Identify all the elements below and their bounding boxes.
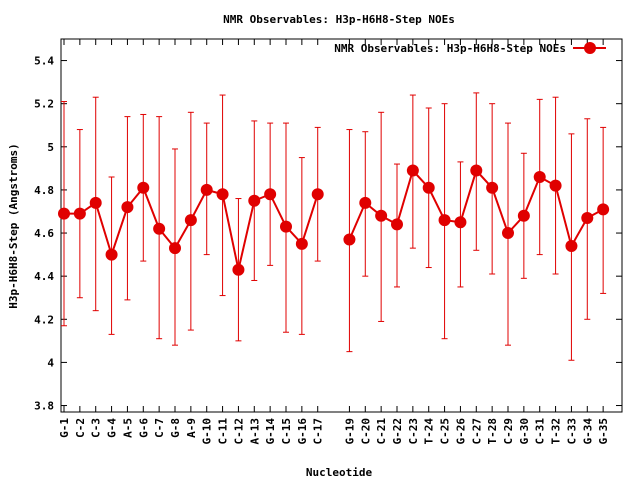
plot-frame <box>60 38 623 413</box>
x-tick-label: G-16 <box>296 418 309 445</box>
x-tick-label: C-21 <box>375 418 388 445</box>
y-tick-label: 5 <box>47 141 54 154</box>
data-point <box>565 239 578 252</box>
x-tick-label: C-3 <box>90 418 103 438</box>
data-point <box>406 164 419 177</box>
y-tick-label: 4 <box>47 356 54 369</box>
data-point <box>200 183 213 196</box>
x-tick-label: G-6 <box>137 418 150 438</box>
x-tick-label: C-29 <box>502 418 515 445</box>
data-point <box>232 263 245 276</box>
data-point <box>295 237 308 250</box>
data-point <box>264 188 277 201</box>
x-tick-label: G-30 <box>518 418 531 445</box>
y-axis-label: H3p-H6H8-Step (Angstroms) <box>7 143 20 309</box>
data-point <box>375 209 388 222</box>
data-point <box>517 209 530 222</box>
data-point <box>311 188 324 201</box>
x-tick-label: G-26 <box>454 418 467 445</box>
legend: NMR Observables: H3p-H6H8-Step NOEs <box>334 42 606 55</box>
x-tick-label: T-28 <box>486 418 499 445</box>
data-point <box>391 218 403 231</box>
x-tick-label: C-31 <box>534 418 547 445</box>
data-point <box>280 220 292 233</box>
x-axis: G-1 C-2 C-3 G-4 A-5 G-6 C-7 G-8 A-9 G-10 C-11 C-12 A… <box>58 39 610 445</box>
x-tick-label: G-10 <box>201 418 214 445</box>
data-point <box>486 181 499 194</box>
data-point <box>248 194 261 207</box>
data-point <box>137 181 150 194</box>
x-tick-label: C-20 <box>359 418 372 445</box>
x-tick-label: A-9 <box>185 418 198 438</box>
data-point <box>533 170 546 183</box>
x-tick-label: A-13 <box>248 418 261 445</box>
x-tick-label: C-25 <box>439 418 452 445</box>
data-point <box>169 242 181 255</box>
data-point <box>438 214 451 227</box>
x-tick-label: G-35 <box>597 418 610 445</box>
data-point <box>216 188 229 201</box>
data-point <box>597 203 610 216</box>
x-tick-label: C-23 <box>407 418 420 445</box>
x-tick-label: A-5 <box>121 418 134 438</box>
x-tick-label: C-15 <box>280 418 293 445</box>
x-axis-label: Nucleotide <box>306 466 373 479</box>
data-point <box>581 211 594 224</box>
data-point <box>454 216 467 229</box>
y-tick-label: 4.2 <box>34 313 54 326</box>
data-point <box>422 181 435 194</box>
data-point <box>105 248 118 261</box>
x-tick-label: C-17 <box>312 418 325 445</box>
x-tick-label: C-7 <box>153 418 166 438</box>
legend-marker-sample <box>584 42 596 54</box>
data-point <box>58 207 70 220</box>
legend-label: NMR Observables: H3p-H6H8-Step NOEs <box>334 42 566 55</box>
y-tick-label: 4.6 <box>34 227 54 240</box>
x-tick-label: T-32 <box>550 418 563 445</box>
x-tick-label: G-34 <box>581 418 594 445</box>
y-tick-label: 4.8 <box>34 184 54 197</box>
x-tick-label: C-33 <box>565 418 578 445</box>
x-tick-label: T-24 <box>423 418 436 445</box>
y-tick-label: 5.4 <box>34 55 54 68</box>
data-point <box>89 196 102 209</box>
data-point <box>184 214 197 227</box>
data-point <box>470 164 483 177</box>
data-point <box>549 179 562 192</box>
data-point <box>121 201 134 214</box>
series-points <box>58 164 610 276</box>
x-tick-label: C-2 <box>74 418 87 438</box>
data-point <box>73 207 86 220</box>
data-point <box>153 222 166 235</box>
x-tick-label: C-12 <box>232 418 245 445</box>
y-axis: 3.8 4 4.2 4.4 4.6 4.8 5 5.2 5.4 <box>34 55 622 413</box>
x-tick-label: C-11 <box>217 418 230 445</box>
x-tick-label: C-27 <box>470 418 483 445</box>
x-tick-label: G-1 <box>58 418 71 438</box>
y-tick-label: 5.2 <box>34 98 54 111</box>
x-tick-label: G-4 <box>106 418 119 438</box>
x-tick-label: G-22 <box>391 418 404 445</box>
data-point <box>359 196 372 209</box>
x-tick-label: G-19 <box>343 418 356 445</box>
x-tick-label: G-8 <box>169 418 182 438</box>
data-point <box>343 233 356 246</box>
data-point <box>502 227 514 240</box>
x-tick-label: G-14 <box>264 418 277 445</box>
y-tick-label: 4.4 <box>34 270 54 283</box>
plot-frame-rect <box>60 38 623 413</box>
y-tick-label: 3.8 <box>34 400 54 413</box>
chart-title: NMR Observables: H3p-H6H8-Step NOEs <box>223 13 455 26</box>
